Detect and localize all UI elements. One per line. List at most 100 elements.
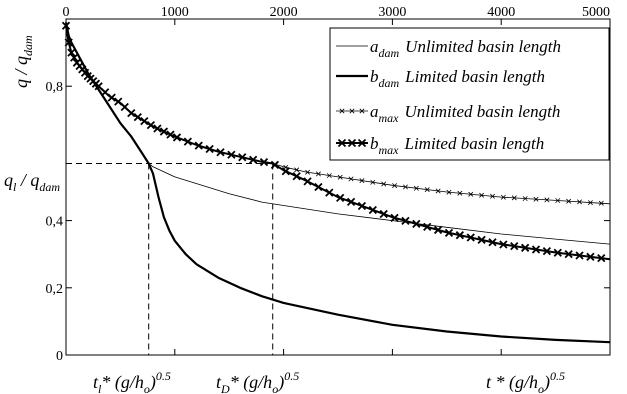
ql-ratio-label: ql / qdam xyxy=(4,170,60,194)
y-tick-label-3: 0,8 xyxy=(46,80,64,95)
series-marker-b-max-61 xyxy=(575,251,584,260)
series-marker-b-max-49 xyxy=(444,228,454,237)
series-marker-a-max-47 xyxy=(424,187,430,193)
legend-sample-marker-b-max-1 xyxy=(347,138,357,148)
series-marker-a-max-38 xyxy=(326,173,332,179)
series-marker-b-max-2 xyxy=(67,48,76,57)
series-marker-b-max-60 xyxy=(564,249,573,259)
y-tick-label-0: 0 xyxy=(56,349,63,364)
series-marker-b-max-29 xyxy=(227,150,236,159)
series-marker-b-max-3 xyxy=(70,53,79,62)
series-marker-a-max-43 xyxy=(381,181,387,187)
series-marker-b-max-13 xyxy=(101,88,110,97)
series-marker-b-max-48 xyxy=(433,225,443,235)
series-marker-a-max-54 xyxy=(500,194,506,200)
series-marker-b-max-43 xyxy=(379,209,388,219)
legend-label-a-max: amax Unlimited basin length xyxy=(370,102,560,125)
y-axis-label: q / qdam xyxy=(11,35,35,88)
series-marker-b-max-12 xyxy=(94,82,103,91)
legend-label-b-dam: bdam Limited basin length xyxy=(370,67,545,90)
series-marker-a-max-45 xyxy=(402,184,408,190)
series-marker-b-max-44 xyxy=(390,213,399,222)
series-marker-a-max-57 xyxy=(533,196,539,202)
series-marker-b-max-25 xyxy=(183,137,192,146)
tD-label: tD* (g/ho)0.5 xyxy=(216,369,299,394)
x-tick-label-3: 3000 xyxy=(378,5,406,20)
legend-samples xyxy=(336,45,368,148)
series-marker-b-max-19 xyxy=(140,117,149,126)
series-marker-a-max-51 xyxy=(468,191,474,197)
series-marker-b-max-34 xyxy=(281,167,290,176)
y-tick-label-1: 0,2 xyxy=(46,282,64,297)
series-marker-a-max-36 xyxy=(305,169,311,175)
series-marker-b-max-27 xyxy=(205,144,214,154)
series-marker-a-max-41 xyxy=(359,178,365,184)
legend-label-b-max: bmax Limited basin length xyxy=(370,134,544,157)
series-marker-b-max-53 xyxy=(488,238,497,247)
x-tick-label-4: 4000 xyxy=(487,5,515,20)
legend-sample-marker-a-max-0 xyxy=(339,108,345,114)
series-marker-b-max-38 xyxy=(325,188,334,197)
x-axis-label: t * (g/ho)0.5 xyxy=(486,369,565,394)
series-marker-a-max-52 xyxy=(479,192,485,198)
series-marker-b-max-51 xyxy=(466,233,475,242)
series-line-b-dam xyxy=(64,22,611,344)
series-marker-a-max-63 xyxy=(598,200,604,206)
series-marker-a-max-58 xyxy=(544,197,550,203)
series-marker-a-max-48 xyxy=(435,188,441,194)
series-marker-a-max-35 xyxy=(294,167,300,173)
legend-label-a-dam: adam Unlimited basin length xyxy=(370,37,561,60)
series-marker-a-max-42 xyxy=(370,179,376,185)
series-marker-b-max-52 xyxy=(477,235,486,245)
series-marker-b-max-56 xyxy=(520,243,530,252)
series-marker-b-max-33 xyxy=(270,160,280,169)
series-marker-b-max-28 xyxy=(216,148,225,157)
legend-sample-marker-a-max-2 xyxy=(359,108,365,114)
series-marker-a-max-37 xyxy=(315,171,321,177)
series-marker-b-max-50 xyxy=(455,231,464,240)
series-marker-a-max-44 xyxy=(392,183,398,189)
series-marker-b-max-24 xyxy=(172,133,182,142)
series-marker-a-max-59 xyxy=(555,198,561,204)
series-marker-b-max-30 xyxy=(238,153,247,162)
series-marker-b-max-40 xyxy=(346,197,356,207)
series-marker-b-max-17 xyxy=(127,108,136,118)
series-marker-b-max-23 xyxy=(166,130,175,139)
series-marker-b-max-55 xyxy=(510,241,519,251)
reference-lines xyxy=(66,162,274,355)
series-marker-a-max-60 xyxy=(566,198,572,204)
series-marker-a-max-39 xyxy=(337,174,343,180)
series-marker-b-max-54 xyxy=(499,240,508,249)
legend-sample-marker-b-max-2 xyxy=(357,138,367,148)
series-marker-b-max-39 xyxy=(336,193,345,203)
series-marker-a-max-55 xyxy=(511,195,517,201)
series-marker-b-max-21 xyxy=(153,124,162,133)
series-marker-a-max-49 xyxy=(446,189,452,195)
series-marker-a-max-46 xyxy=(413,185,419,191)
series-marker-b-max-22 xyxy=(159,127,169,136)
series-marker-b-max-15 xyxy=(114,97,123,106)
series-marker-b-max-20 xyxy=(146,121,156,130)
series-marker-b-max-42 xyxy=(368,205,377,215)
legend: adam Unlimited basin length bdam Limited b… xyxy=(329,27,610,161)
legend-box xyxy=(329,27,610,161)
series-marker-b-max-16 xyxy=(120,102,129,112)
series-marker-b-max-45 xyxy=(401,216,410,226)
y-tick-label-2: 0,4 xyxy=(46,215,64,230)
legend-sample-marker-a-max-1 xyxy=(349,108,355,114)
series-marker-b-max-63 xyxy=(597,254,606,263)
series-marker-a-max-62 xyxy=(587,200,593,206)
series-marker-a-max-56 xyxy=(522,196,528,202)
series-layer xyxy=(61,21,611,344)
series-marker-b-max-26 xyxy=(194,141,203,150)
series-marker-a-max-53 xyxy=(490,193,495,199)
series-marker-b-max-35 xyxy=(292,172,301,181)
series-marker-b-max-37 xyxy=(314,182,323,192)
series-marker-b-max-32 xyxy=(259,157,269,167)
series-marker-b-max-59 xyxy=(553,248,562,257)
legend-sample-marker-b-max-0 xyxy=(337,138,347,148)
series-marker-b-max-18 xyxy=(133,112,142,122)
x-tick-label-2: 2000 xyxy=(270,5,298,20)
x-tick-label-1: 1000 xyxy=(161,5,189,20)
